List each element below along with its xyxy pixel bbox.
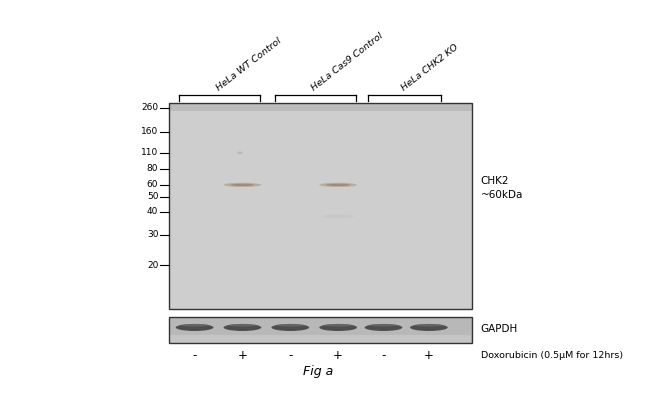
Text: +: + xyxy=(237,349,248,362)
Ellipse shape xyxy=(224,183,261,187)
Text: Fig a: Fig a xyxy=(303,365,333,378)
Text: +: + xyxy=(333,349,343,362)
Text: 260: 260 xyxy=(141,103,159,112)
Text: HeLa Cas9 Control: HeLa Cas9 Control xyxy=(310,31,385,93)
Ellipse shape xyxy=(176,324,213,331)
Text: 50: 50 xyxy=(147,192,159,201)
Text: -: - xyxy=(192,349,197,362)
Ellipse shape xyxy=(324,324,352,327)
Ellipse shape xyxy=(276,324,304,327)
Text: 20: 20 xyxy=(147,261,159,270)
Text: HeLa CHK2 KO: HeLa CHK2 KO xyxy=(399,43,460,93)
Ellipse shape xyxy=(272,324,309,331)
Ellipse shape xyxy=(230,184,255,186)
Ellipse shape xyxy=(228,324,257,327)
Polygon shape xyxy=(170,103,472,309)
Ellipse shape xyxy=(181,324,209,327)
Polygon shape xyxy=(170,103,472,111)
Text: HeLa WT Control: HeLa WT Control xyxy=(214,36,283,93)
Text: 160: 160 xyxy=(141,128,159,136)
Text: 30: 30 xyxy=(147,230,159,239)
Text: 80: 80 xyxy=(147,164,159,173)
Ellipse shape xyxy=(326,184,350,186)
Polygon shape xyxy=(170,317,472,343)
Ellipse shape xyxy=(322,215,354,218)
Ellipse shape xyxy=(410,324,448,331)
Text: 110: 110 xyxy=(141,148,159,157)
Text: CHK2
~60kDa: CHK2 ~60kDa xyxy=(481,176,523,200)
Ellipse shape xyxy=(237,151,243,154)
Text: +: + xyxy=(424,349,434,362)
Text: Doxorubicin (0.5μM for 12hrs): Doxorubicin (0.5μM for 12hrs) xyxy=(481,351,623,360)
Ellipse shape xyxy=(365,324,402,331)
Ellipse shape xyxy=(319,183,357,187)
Text: GAPDH: GAPDH xyxy=(481,324,518,334)
Ellipse shape xyxy=(369,324,398,327)
Text: -: - xyxy=(288,349,292,362)
Ellipse shape xyxy=(415,324,443,327)
Text: 60: 60 xyxy=(147,181,159,189)
Text: -: - xyxy=(382,349,385,362)
Polygon shape xyxy=(170,336,471,342)
Ellipse shape xyxy=(224,324,261,331)
Ellipse shape xyxy=(319,324,357,331)
Text: 40: 40 xyxy=(147,207,159,216)
